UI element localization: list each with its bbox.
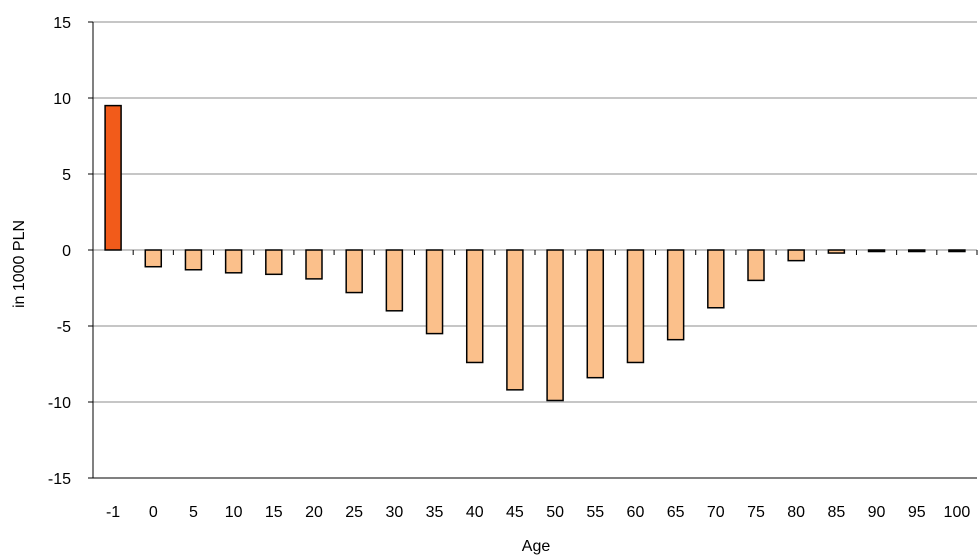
x-tick-label: 35 <box>426 504 444 521</box>
x-tick-label: 60 <box>627 504 645 521</box>
x-tick-label: 40 <box>466 504 484 521</box>
bar-age-65 <box>666 249 685 341</box>
x-tick-label: -1 <box>106 504 120 521</box>
x-tick-label: 10 <box>225 504 243 521</box>
x-tick-labels: -1 0 5 10 15 20 25 30 35 40 45 50 55 60 65 70 75 80 85 90 95… <box>106 504 970 521</box>
x-tick-label: 100 <box>944 504 971 521</box>
x-tick-label: 15 <box>265 504 283 521</box>
bar-age-60 <box>626 249 645 364</box>
x-axis-title: Age <box>522 538 551 555</box>
y-tick-label: 0 <box>62 243 71 260</box>
x-tick-label: 30 <box>385 504 403 521</box>
bar-age-70 <box>707 249 725 309</box>
bar-age-95 <box>907 249 926 253</box>
x-tick-label: 55 <box>586 504 604 521</box>
bar-age-25 <box>345 249 363 294</box>
bar-age-0 <box>144 249 163 268</box>
y-tick-label: 5 <box>62 167 71 184</box>
bar-age-40 <box>465 249 484 364</box>
y-tick-label: 15 <box>53 15 71 32</box>
axes <box>88 21 978 479</box>
x-tick-label: 75 <box>747 504 765 521</box>
x-tick-label: 85 <box>827 504 845 521</box>
y-tick-label: -5 <box>57 319 71 336</box>
bar-age-100 <box>948 249 966 253</box>
y-tick-labels: -15 -10 -5 0 5 10 15 <box>48 15 71 488</box>
x-tick-label: 0 <box>149 504 158 521</box>
y-axis-title: in 1000 PLN <box>11 220 28 308</box>
x-tick-label: 5 <box>189 504 198 521</box>
bar-age-75 <box>747 249 765 282</box>
bar-age-90 <box>867 249 886 253</box>
bar-age-15 <box>265 249 283 276</box>
y-tick-label: -10 <box>48 395 71 412</box>
x-tick-label: 70 <box>707 504 725 521</box>
x-tick-label: 50 <box>546 504 564 521</box>
x-tick-label: 90 <box>868 504 886 521</box>
bar-age-5 <box>184 249 203 271</box>
y-tick-label: -15 <box>48 471 71 488</box>
bar-age-50 <box>546 249 564 402</box>
y-tick-label: 10 <box>53 91 71 108</box>
x-tick-label: 20 <box>305 504 323 521</box>
bar-age-35 <box>425 249 444 335</box>
bar-age-20 <box>305 249 323 280</box>
bar-age-55 <box>586 249 605 379</box>
x-tick-label: 65 <box>667 504 685 521</box>
bar-age-10 <box>224 249 243 274</box>
bar-age-45 <box>506 249 524 391</box>
bar-age-80 <box>787 249 805 262</box>
bar-age--1 <box>104 104 122 251</box>
x-tick-label: 45 <box>506 504 524 521</box>
gridlines <box>93 21 977 403</box>
bar-age-85 <box>827 249 846 254</box>
x-tick-label: 25 <box>345 504 363 521</box>
x-tick-label: 95 <box>908 504 926 521</box>
x-tick-label: 80 <box>787 504 805 521</box>
bar-age-30 <box>385 249 404 312</box>
bars <box>104 104 966 402</box>
